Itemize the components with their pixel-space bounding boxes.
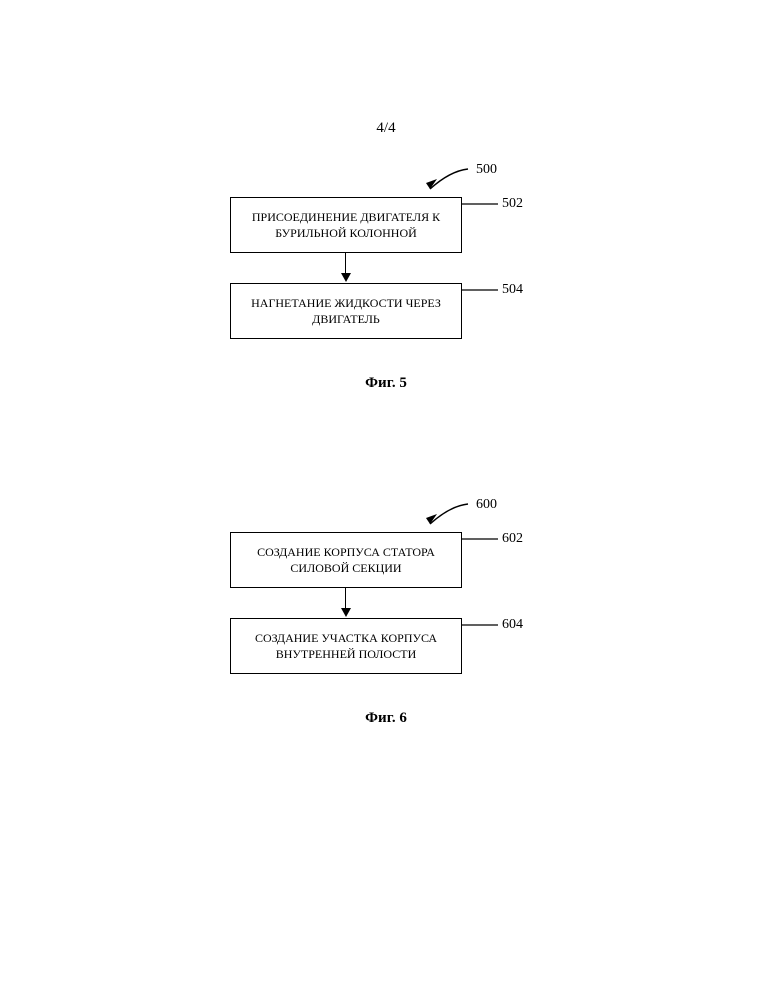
box-604: СОЗДАНИЕ УЧАСТКА КОРПУСА ВНУТРЕННЕЙ ПОЛО…: [230, 618, 462, 674]
ref-500: 500: [476, 162, 497, 178]
box-602-text: СОЗДАНИЕ КОРПУСА СТАТОРА СИЛОВОЙ СЕКЦИИ: [239, 544, 453, 576]
box-502: ПРИСОЕДИНЕНИЕ ДВИГАТЕЛЯ К БУРИЛЬНОЙ КОЛО…: [230, 197, 462, 253]
box-502-text: ПРИСОЕДИНЕНИЕ ДВИГАТЕЛЯ К БУРИЛЬНОЙ КОЛО…: [239, 209, 453, 241]
ref-604: 604: [502, 617, 523, 633]
leader-502: [462, 197, 504, 211]
ref-502: 502: [502, 196, 523, 212]
caption-fig6: Фиг. 6: [0, 710, 772, 727]
caption-fig5: Фиг. 5: [0, 375, 772, 392]
box-504-text: НАГНЕТАНИЕ ЖИДКОСТИ ЧЕРЕЗ ДВИГАТЕЛЬ: [239, 295, 453, 327]
leader-504: [462, 283, 504, 297]
page: 4/4 500 ПРИСОЕДИНЕНИЕ ДВИГАТЕЛЯ К БУРИЛЬ…: [0, 0, 772, 999]
leader-604: [462, 618, 504, 632]
box-602: СОЗДАНИЕ КОРПУСА СТАТОРА СИЛОВОЙ СЕКЦИИ: [230, 532, 462, 588]
arrow-502-504: [345, 253, 346, 275]
leader-arrow-600: [420, 500, 472, 530]
ref-602: 602: [502, 531, 523, 547]
figure-6: 600 СОЗДАНИЕ КОРПУСА СТАТОРА СИЛОВОЙ СЕК…: [0, 500, 772, 740]
page-number: 4/4: [0, 120, 772, 137]
ref-504: 504: [502, 282, 523, 298]
figure-5: 500 ПРИСОЕДИНЕНИЕ ДВИГАТЕЛЯ К БУРИЛЬНОЙ …: [0, 165, 772, 405]
box-504: НАГНЕТАНИЕ ЖИДКОСТИ ЧЕРЕЗ ДВИГАТЕЛЬ: [230, 283, 462, 339]
ref-600: 600: [476, 497, 497, 513]
leader-arrow-500: [420, 165, 472, 195]
arrow-head-602-604: [341, 608, 351, 617]
box-604-text: СОЗДАНИЕ УЧАСТКА КОРПУСА ВНУТРЕННЕЙ ПОЛО…: [239, 630, 453, 662]
arrow-head-502-504: [341, 273, 351, 282]
leader-602: [462, 532, 504, 546]
arrow-602-604: [345, 588, 346, 610]
